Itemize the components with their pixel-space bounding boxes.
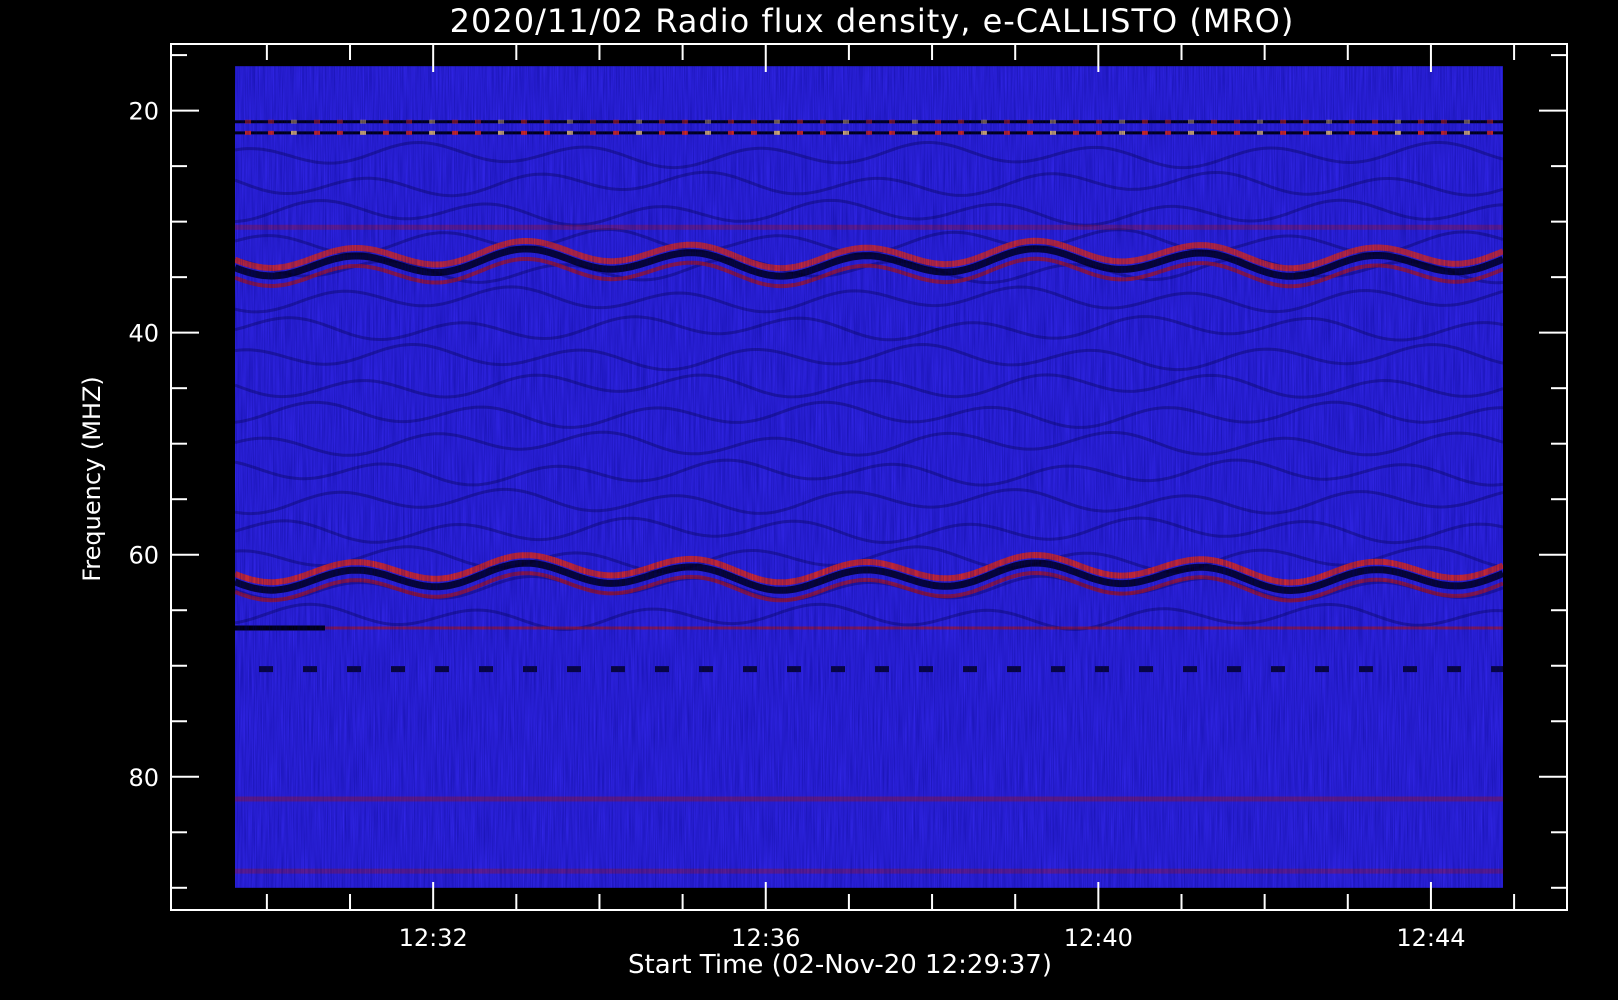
x-tick-label: 12:32: [399, 924, 468, 952]
y-tick-label: 60: [128, 542, 159, 570]
plot-frame: [170, 43, 1568, 911]
y-tick-label: 20: [128, 98, 159, 126]
y-tick-label: 40: [128, 320, 159, 348]
spectrogram-noise: [235, 66, 1503, 888]
x-tick-label: 12:40: [1064, 924, 1133, 952]
x-tick-label: 12:36: [731, 924, 800, 952]
x-axis-label: Start Time (02-Nov-20 12:29:37): [628, 950, 1052, 980]
x-tick-label: 12:44: [1396, 924, 1465, 952]
spectrogram-heatmap: [235, 66, 1503, 888]
y-axis-label: Frequency (MHZ): [78, 376, 106, 582]
chart-title: 2020/11/02 Radio flux density, e-CALLIST…: [450, 2, 1295, 40]
y-tick-label: 80: [128, 764, 159, 792]
axis-ticks: 20 40 60 80 12:32 12:36 12:40 12:44: [128, 44, 1567, 952]
